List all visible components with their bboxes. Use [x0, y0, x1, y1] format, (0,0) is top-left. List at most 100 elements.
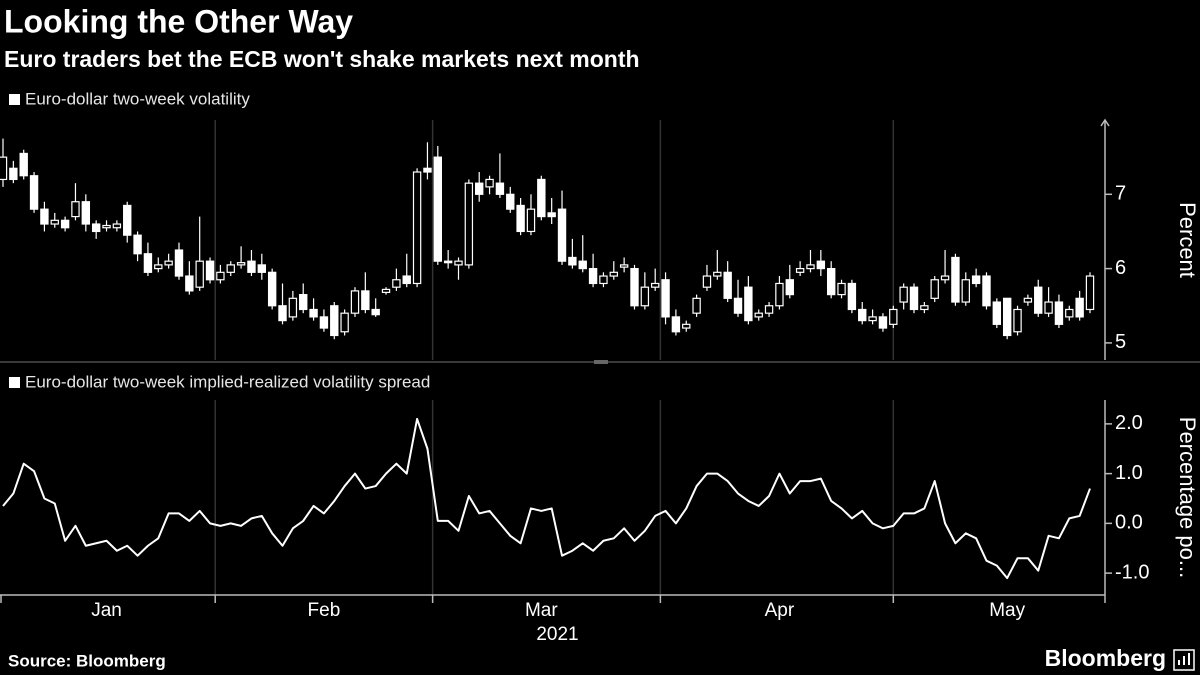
candle-body: [402, 275, 411, 285]
candle-body: [1054, 301, 1064, 325]
candle-body: [195, 260, 204, 288]
candle-body: [599, 275, 608, 285]
candle-body: [267, 271, 277, 307]
plot-area: [0, 138, 1095, 340]
candle-body: [754, 312, 763, 318]
candle-body: [216, 271, 225, 281]
candle-body: [588, 268, 598, 285]
candle-body: [547, 212, 556, 218]
candle-body: [733, 297, 743, 314]
logo: Bloomberg: [1045, 645, 1166, 671]
candle-body: [1065, 308, 1074, 318]
candle-body: [702, 275, 712, 288]
y-tick-label: -1.0: [1115, 561, 1149, 583]
divider-handle: [594, 360, 608, 364]
y-tick-label: 6: [1115, 257, 1126, 279]
candle-body: [71, 201, 80, 218]
candle-body: [433, 156, 443, 262]
candle-body: [909, 286, 919, 311]
candle-body: [609, 271, 618, 277]
x-tick-label: May: [989, 600, 1025, 621]
candle-body: [692, 297, 701, 314]
candle-body: [464, 182, 474, 266]
candle-body: [899, 286, 908, 303]
candle-body: [423, 167, 432, 173]
candle-body: [299, 294, 308, 311]
candle-body: [806, 264, 815, 270]
candle-body: [568, 256, 577, 266]
candle-body: [650, 282, 660, 288]
candle-body: [795, 268, 805, 273]
candle-body: [537, 178, 546, 218]
candle-body: [516, 204, 525, 233]
candle-body: [330, 305, 339, 337]
candle-body: [81, 201, 91, 225]
candle-body: [578, 260, 587, 270]
candle-body: [0, 156, 8, 181]
candle-body: [102, 224, 111, 229]
candle-body: [485, 178, 494, 188]
legend-label: Euro-dollar two-week implied-realized vo…: [25, 372, 430, 391]
x-tick-label: Mar: [525, 600, 558, 621]
candle-body: [992, 301, 1002, 325]
candle-body: [236, 262, 246, 266]
candle-body: [1085, 275, 1095, 311]
candle-body: [309, 308, 318, 318]
y-axis-title: Percent: [1175, 202, 1200, 278]
candle-body: [1023, 297, 1033, 303]
candle-body: [340, 312, 349, 333]
candle-body: [154, 264, 163, 270]
x-tick-label: Apr: [765, 600, 795, 621]
candle-body: [1002, 297, 1012, 337]
candle-body: [143, 253, 153, 273]
chart-subtitle: Euro traders bet the ECB won't shake mar…: [4, 46, 640, 72]
y-tick-label: 0.0: [1115, 512, 1143, 534]
logo-icon-bars: [1178, 653, 1190, 665]
candle-body: [1075, 297, 1084, 318]
candle-body: [775, 282, 784, 307]
candle-body: [361, 290, 370, 311]
candle-body: [1013, 308, 1022, 333]
candle-body: [878, 316, 888, 329]
candle-body: [371, 308, 380, 316]
legend-label: Euro-dollar two-week volatility: [25, 89, 250, 108]
candle-body: [785, 279, 794, 296]
candle-body: [744, 286, 753, 322]
candle-body: [723, 271, 732, 299]
chart-title: Looking the Other Way: [4, 3, 353, 39]
legend-swatch: [9, 377, 20, 388]
candle-body: [112, 223, 122, 229]
candle-body: [164, 260, 173, 266]
candle-body: [889, 308, 898, 325]
candle-body: [713, 271, 722, 277]
candle-body: [640, 286, 650, 307]
axis-arrow: [1100, 118, 1110, 127]
x-axis-title: 2021: [536, 624, 578, 645]
candle-body: [951, 256, 960, 303]
candle-body: [350, 290, 360, 314]
x-tick-label: Jan: [91, 600, 122, 621]
candle-body: [40, 208, 49, 225]
legend-swatch: [9, 94, 20, 105]
y-tick-label: 7: [1115, 183, 1126, 205]
candle-body: [858, 308, 867, 322]
candle-body: [557, 208, 567, 262]
candle-body: [185, 275, 194, 292]
candle-body: [60, 219, 70, 229]
candle-body: [475, 182, 484, 195]
x-tick-label: Feb: [308, 600, 341, 621]
logo-icon: [1173, 649, 1195, 671]
candle-body: [971, 275, 981, 285]
candle-body: [526, 208, 536, 233]
candle-body: [1034, 286, 1043, 314]
candle-body: [506, 193, 515, 210]
candle-body: [495, 182, 505, 195]
candle-body: [920, 305, 929, 311]
candle-body: [247, 260, 256, 273]
candle-body: [1044, 301, 1053, 314]
y-tick-label: 5: [1115, 331, 1126, 353]
candle-body: [226, 264, 235, 273]
candle-body: [50, 219, 59, 225]
